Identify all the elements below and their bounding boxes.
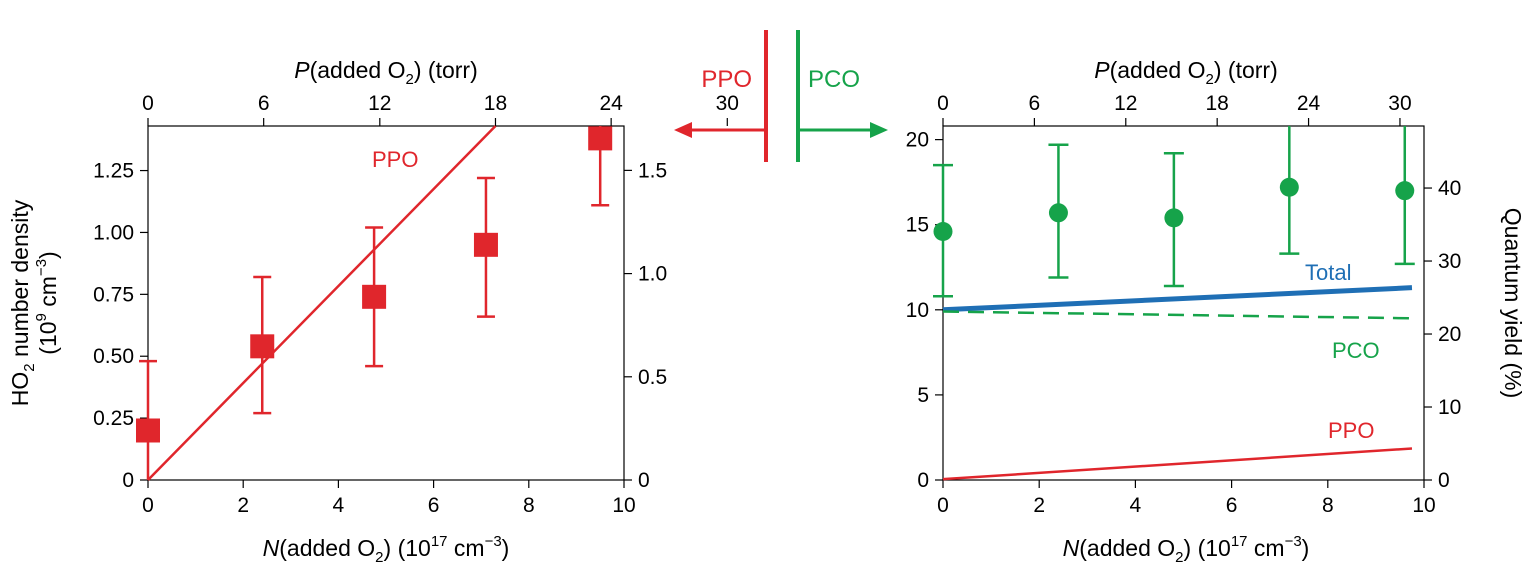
pco-label: PCO <box>808 66 860 93</box>
right-left-tick-label: 15 <box>906 214 929 237</box>
right-right-tick-label: 40 <box>1438 177 1461 200</box>
ppo-arrow-head <box>674 122 692 138</box>
left-right-tick-label: 0.5 <box>638 366 667 389</box>
right-left-tick-label: 10 <box>906 299 929 322</box>
right-bottom-axis-title: N(added O2) (1017 cm−3) <box>1063 533 1310 566</box>
right-bottom-tick-label: 0 <box>937 494 949 517</box>
pco-data-point <box>1279 177 1299 197</box>
right-top-tick-label: 18 <box>1205 92 1228 115</box>
left-plot-frame <box>147 125 625 481</box>
ppo-fit-line <box>147 125 497 481</box>
left-bottom-tick-label: 0 <box>142 494 154 517</box>
left-bottom-tick-label: 8 <box>523 494 535 517</box>
right-top-tick-label: 6 <box>1029 92 1041 115</box>
right-right-axis-title: Quantum yield (%) <box>1500 208 1526 398</box>
pco-line <box>942 310 1412 320</box>
ppo-line-label: PPO <box>1328 418 1374 443</box>
right-bottom-axis: 0 2 4 6 8 10 <box>937 480 1436 517</box>
right-right-tick-label: 10 <box>1438 396 1461 419</box>
left-right-tick-label: 1.5 <box>638 159 667 182</box>
right-left-tick-label: 5 <box>917 384 929 407</box>
left-top-tick-label: 0 <box>142 92 154 115</box>
pco-arrow-head <box>870 122 888 138</box>
left-top-tick-label: 30 <box>716 92 739 115</box>
right-plot-frame <box>942 125 1425 481</box>
ppo-data-point <box>473 232 498 257</box>
right-right-axis: 0 10 20 30 40 <box>1424 177 1461 492</box>
right-bottom-tick-label: 10 <box>1412 494 1435 517</box>
left-top-axis-title: P(added O2) (torr) <box>294 57 477 88</box>
left-top-tick-label: 6 <box>258 92 270 115</box>
right-left-tick-label: 0 <box>917 469 929 492</box>
left-right-tick-label: 0 <box>638 469 650 492</box>
right-bottom-tick-label: 6 <box>1226 494 1238 517</box>
left-left-tick-label: 1.25 <box>93 160 134 183</box>
left-right-tick-label: 1.0 <box>638 263 667 286</box>
right-top-tick-label: 30 <box>1388 92 1411 115</box>
right-top-tick-label: 24 <box>1297 92 1321 115</box>
left-top-tick-label: 24 <box>599 92 623 115</box>
ppo-data-point <box>362 284 387 309</box>
ppo-data-point <box>588 126 613 151</box>
right-right-tick-label: 30 <box>1438 250 1461 273</box>
left-bottom-tick-label: 6 <box>428 494 440 517</box>
left-fit-line-label: PPO <box>372 147 418 172</box>
pco-data-point <box>1048 203 1068 223</box>
ppo-data-point <box>136 418 160 443</box>
left-data-marks <box>136 125 613 481</box>
left-bottom-axis: 0 2 4 6 8 10 <box>142 480 636 517</box>
left-left-tick-label: 0.25 <box>93 407 134 430</box>
pco-line-label: PCO <box>1332 338 1380 363</box>
right-left-axis: 0 5 10 15 20 <box>906 129 943 492</box>
left-bottom-tick-label: 2 <box>237 494 249 517</box>
center-legend: PPO PCO <box>674 30 888 162</box>
ppo-line <box>942 447 1413 481</box>
right-left-tick-label: 20 <box>906 129 929 152</box>
left-chart: 0 2 4 6 8 10 0 6 12 18 24 30 00.250.500.751.001.25… <box>7 57 739 566</box>
ppo-label: PPO <box>701 66 752 93</box>
pco-data-point <box>933 222 953 242</box>
left-left-axis-title-line2: (109 cm−3) <box>33 251 61 354</box>
left-left-tick-label: 0.75 <box>93 283 134 306</box>
right-top-tick-label: 12 <box>1114 92 1137 115</box>
left-left-tick-label: 1.00 <box>93 221 134 244</box>
left-left-tick-label: 0 <box>122 469 134 492</box>
left-bottom-tick-label: 4 <box>333 494 345 517</box>
left-left-axis: 0 0.25 0.50 0.75 1.00 1.25 <box>93 160 148 492</box>
right-top-tick-label: 0 <box>937 92 949 115</box>
left-left-tick-label: 0.50 <box>93 345 134 368</box>
left-bottom-axis-title: N(added O2) (1017 cm−3) <box>263 533 510 566</box>
total-line-label: Total <box>1305 260 1351 285</box>
total-line <box>942 285 1413 313</box>
right-top-axis-title: P(added O2) (torr) <box>1094 57 1277 88</box>
left-top-axis: 0 6 12 18 24 30 <box>142 92 739 126</box>
pco-data-point <box>1395 181 1415 201</box>
left-top-tick-label: 12 <box>368 92 391 115</box>
right-bottom-tick-label: 8 <box>1322 494 1334 517</box>
right-top-axis: 0 6 12 18 24 30 <box>937 92 1412 126</box>
pco-data-point <box>1164 208 1184 228</box>
right-data-marks <box>933 126 1415 481</box>
right-bottom-tick-label: 4 <box>1130 494 1142 517</box>
left-left-axis-title-line1: HO2 number density <box>7 199 38 406</box>
left-top-tick-label: 18 <box>484 92 507 115</box>
right-right-tick-label: 0 <box>1438 469 1450 492</box>
right-bottom-tick-label: 2 <box>1033 494 1045 517</box>
left-bottom-tick-label: 10 <box>612 494 635 517</box>
left-right-axis: 0 0.5 1.0 1.5 <box>624 159 667 492</box>
ppo-data-point <box>250 334 275 359</box>
right-right-tick-label: 20 <box>1438 323 1461 346</box>
